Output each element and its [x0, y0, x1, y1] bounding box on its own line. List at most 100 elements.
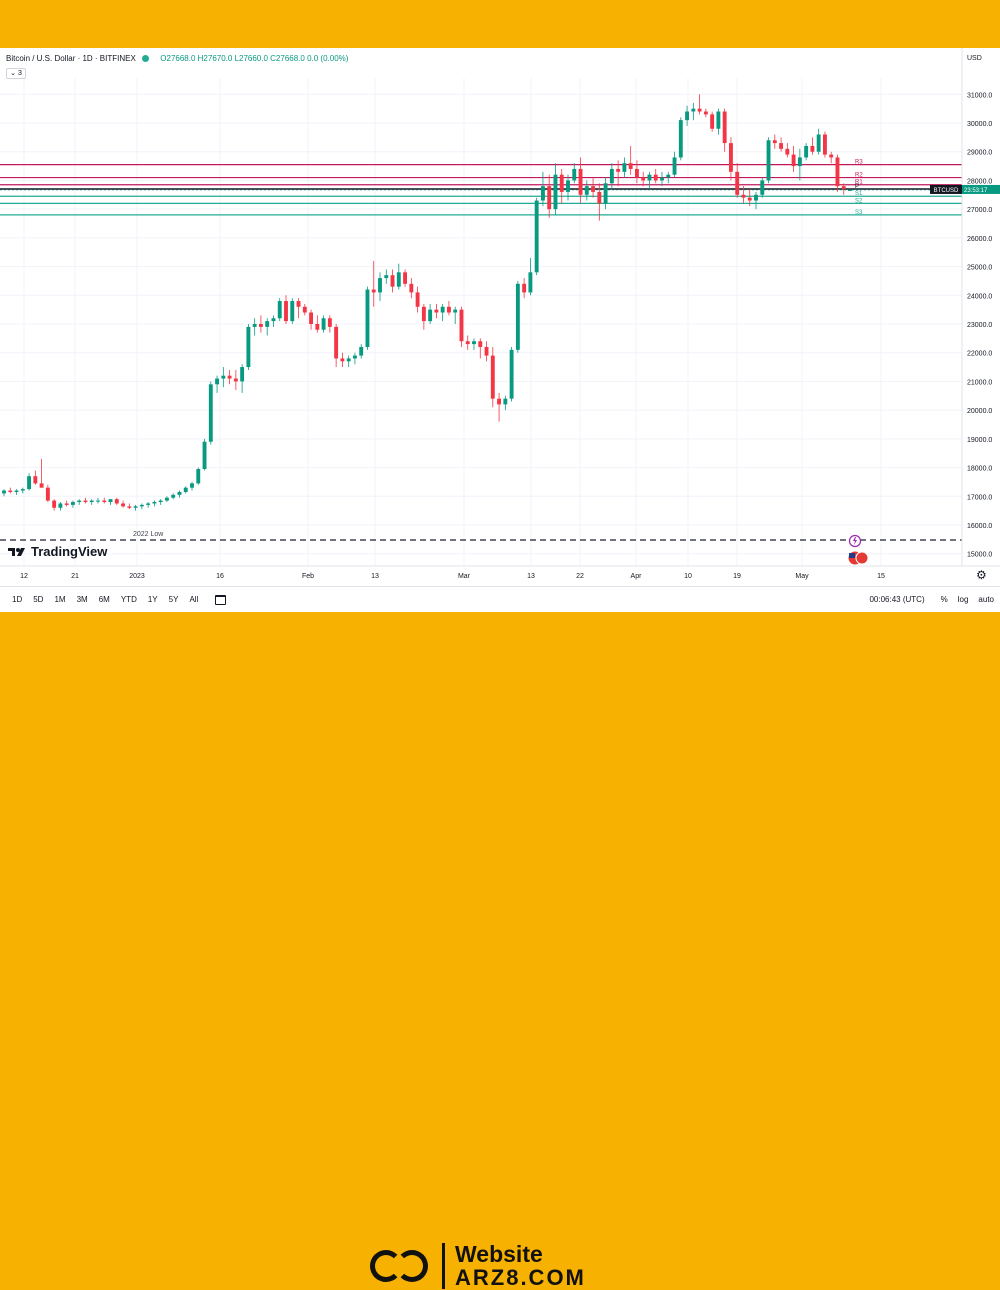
auto-toggle[interactable]: auto [978, 595, 994, 604]
candle [133, 504, 138, 511]
candle [647, 171, 652, 190]
candle-body [728, 143, 733, 172]
candle [390, 269, 395, 293]
candle [478, 338, 483, 359]
candle-body [434, 309, 439, 313]
candle [14, 489, 19, 495]
tradingview-logo[interactable]: TradingView [8, 544, 107, 559]
timeframe-all[interactable]: All [189, 595, 199, 604]
candle-body [89, 500, 94, 503]
candle [622, 157, 627, 178]
candle [152, 500, 157, 507]
candle-body [309, 312, 314, 324]
candle-body [503, 398, 508, 405]
candle-body [421, 306, 426, 322]
candle-body [327, 318, 332, 327]
candle-body [428, 309, 433, 322]
pivot-label-s1: S1 [855, 191, 863, 197]
time-tick-label: Apr [631, 573, 643, 580]
timeframe-1d[interactable]: 1D [12, 595, 23, 604]
candle [233, 369, 238, 391]
candle [164, 496, 169, 503]
time-tick-label: 15 [877, 573, 885, 580]
candle [691, 102, 696, 121]
pivot-label-p: P [855, 184, 859, 190]
timeframe-5y[interactable]: 5Y [168, 595, 179, 604]
timeframe-5d[interactable]: 5D [33, 595, 44, 604]
candle [559, 168, 564, 204]
candle [58, 502, 63, 511]
bottom-brand-band: Website ARZ8.COM [0, 612, 1000, 1290]
timeframe-1y[interactable]: 1Y [147, 595, 158, 604]
price-tick-label: 30000.0 [967, 121, 992, 128]
price-tick-label: 15000.0 [967, 552, 992, 559]
candle-body [371, 289, 376, 293]
timeframe-3m[interactable]: 3M [76, 595, 88, 604]
candle [428, 303, 433, 324]
candle-body [64, 503, 69, 505]
candle [415, 286, 420, 313]
time-tick-label: 22 [576, 573, 584, 580]
time-axis[interactable]: 12 21 2023 16 Feb 13 Mar 13 22 Apr 10 19 May 15 [0, 565, 1000, 580]
candle [396, 263, 401, 290]
website-brand[interactable]: Website ARZ8.COM [370, 1242, 586, 1290]
candle [829, 151, 834, 164]
candle-body [290, 301, 295, 322]
event-markers[interactable] [847, 534, 869, 566]
price-axis[interactable]: 15000.0 16000.0 17000.0 18000.0 19000.0 20000… [930, 48, 1000, 586]
candle-body [804, 145, 809, 158]
candle-body [39, 483, 44, 488]
candle [672, 151, 677, 178]
price-tick-label: 19000.0 [967, 437, 992, 444]
candle [797, 148, 802, 181]
percent-toggle[interactable]: % [940, 595, 948, 604]
timeframe-6m[interactable]: 6M [98, 595, 110, 604]
chart-panel[interactable]: R3 R2 R1 P S1 S2 S3 2022 Low 15000.0 16000.0 1700… [0, 48, 1000, 612]
candle [841, 183, 846, 195]
candle [96, 497, 100, 504]
symbol-title: Bitcoin / U.S. Dollar · 1D · BITFINEX [6, 54, 136, 63]
candle [653, 168, 658, 184]
last-price-tag-background [962, 184, 1000, 194]
candle [641, 171, 646, 187]
candle [779, 137, 784, 152]
pivot-label-r3: R3 [855, 160, 863, 166]
candles [2, 94, 852, 511]
price-tick-label: 23000.0 [967, 322, 992, 329]
candle-body [540, 186, 545, 201]
candle [221, 367, 226, 388]
symbol-legend[interactable]: Bitcoin / U.S. Dollar · 1D · BITFINEX O2… [6, 54, 348, 63]
candle-body [183, 487, 188, 492]
candle [83, 497, 88, 504]
timeframe-1m[interactable]: 1M [54, 595, 66, 604]
indicators-toggle-button[interactable]: ⌄ 3 [6, 68, 26, 79]
candle-body [829, 154, 834, 158]
market-status-icon [142, 55, 150, 62]
candle-body [265, 321, 270, 327]
candle [177, 490, 182, 498]
candle-body [741, 194, 746, 198]
candle-body [390, 275, 395, 287]
utc-clock[interactable]: 00:06:43 (UTC) [869, 595, 925, 604]
flag-canton [849, 553, 855, 558]
chevron-down-icon: ⌄ [10, 70, 16, 77]
candle [421, 303, 426, 330]
candle-body [33, 476, 38, 484]
candle [472, 338, 476, 350]
candle [446, 301, 451, 316]
timeframe-ytd[interactable]: YTD [120, 595, 137, 604]
candle-body [359, 346, 364, 356]
gear-icon[interactable]: ⚙ [976, 568, 987, 582]
candle-body [108, 499, 113, 503]
log-toggle[interactable]: log [957, 595, 969, 604]
candle-body [547, 186, 552, 210]
price-tick-label: 26000.0 [967, 236, 992, 243]
pivot-label-s2: S2 [855, 198, 863, 204]
candle-body [102, 500, 107, 503]
candle [791, 145, 796, 172]
candle-body [227, 375, 232, 379]
calendar-icon[interactable] [215, 594, 227, 605]
candle [741, 186, 746, 204]
candle [27, 473, 32, 491]
